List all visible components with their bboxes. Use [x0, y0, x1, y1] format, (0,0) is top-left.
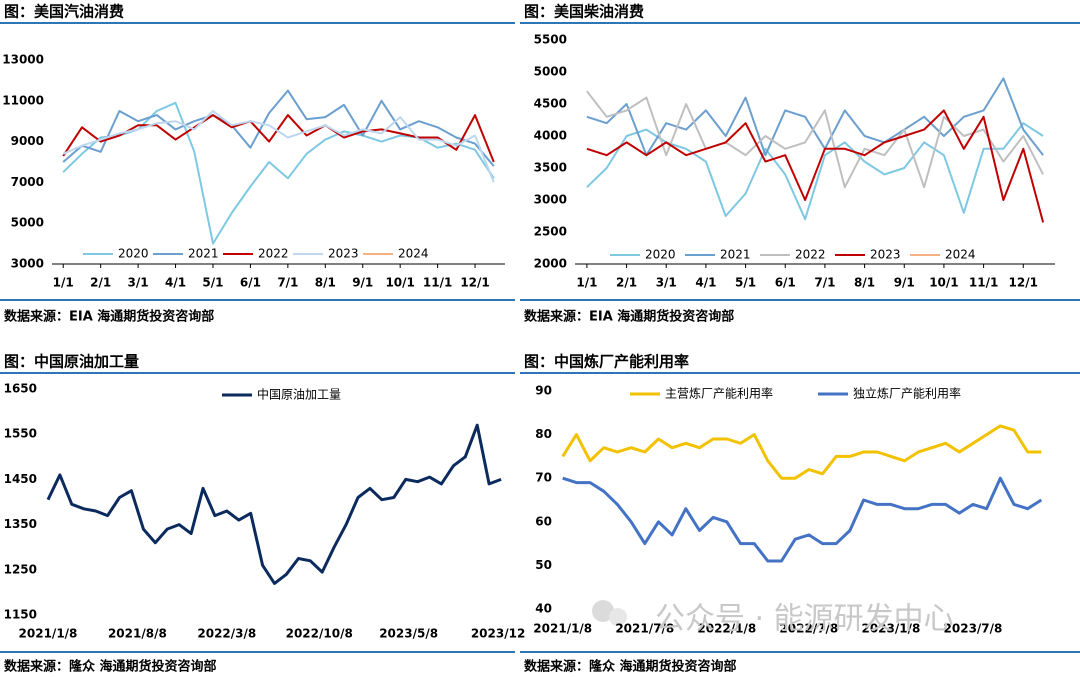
y-tick-label: 70 [535, 471, 552, 485]
x-tick-label: 2022/10/8 [286, 627, 353, 641]
y-tick-label: 11000 [2, 93, 44, 107]
x-tick-label: 2022/3/8 [197, 627, 256, 641]
y-tick-label: 1650 [4, 382, 37, 396]
x-tick-label: 7/1 [814, 276, 835, 290]
y-tick-label: 60 [535, 514, 552, 528]
series-line [62, 89, 495, 167]
series-line [46, 423, 502, 585]
x-tick-label: 2022/7/8 [779, 622, 838, 636]
legend-label: 主营炼厂产能利用率 [665, 386, 773, 401]
x-tick-label: 3/1 [128, 276, 149, 290]
watermark-icon [592, 600, 627, 626]
y-tick-label: 80 [535, 427, 552, 441]
x-tick-label: 2023/1/8 [861, 622, 920, 636]
y-tick-label: 4500 [534, 97, 567, 111]
x-tick-label: 1/1 [576, 276, 597, 290]
x-tick-label: 8/1 [315, 276, 336, 290]
x-tick-label: 2022/1/8 [697, 622, 756, 636]
y-tick-label: 1450 [4, 472, 37, 486]
panel-title: 图：美国汽油消费 [4, 3, 124, 21]
x-tick-label: 6/1 [240, 276, 261, 290]
x-tick-label: 2021/1/8 [533, 622, 592, 636]
x-tick-label: 2023/12 [471, 627, 525, 641]
source-note: 数据来源：隆众 海通期货投资咨询部 [524, 659, 737, 675]
y-tick-label: 13000 [2, 53, 44, 67]
x-tick-label: 2023/5/8 [379, 627, 438, 641]
x-tick-label: 2/1 [616, 276, 637, 290]
x-tick-label: 12/1 [460, 276, 489, 290]
y-tick-label: 1550 [4, 427, 37, 441]
y-tick-label: 50 [535, 558, 552, 572]
x-tick-label: 9/1 [352, 276, 373, 290]
x-tick-label: 2021/7/8 [615, 622, 674, 636]
y-tick-label: 5500 [534, 33, 567, 47]
y-tick-label: 3500 [534, 161, 567, 175]
x-tick-label: 12/1 [1009, 276, 1038, 290]
legend-label: 2022 [795, 248, 826, 262]
x-tick-label: 11/1 [969, 276, 998, 290]
series-line [62, 114, 495, 163]
y-tick-label: 2000 [534, 257, 567, 271]
x-tick-label: 3/1 [656, 276, 677, 290]
y-tick-label: 5000 [534, 65, 567, 79]
y-tick-label: 3000 [11, 257, 44, 271]
x-tick-label: 8/1 [854, 276, 875, 290]
y-tick-label: 90 [535, 384, 552, 398]
x-tick-label: 2023/7/8 [944, 622, 1003, 636]
x-tick-label: 2/1 [90, 276, 111, 290]
x-tick-label: 6/1 [775, 276, 796, 290]
x-tick-label: 1/1 [53, 276, 74, 290]
x-tick-label: 4/1 [695, 276, 716, 290]
series-line [586, 122, 1044, 221]
panel-title: 图：中国原油加工量 [4, 353, 139, 371]
series-line [586, 77, 1044, 157]
legend-label: 2023 [328, 247, 359, 261]
legend-label: 2020 [645, 248, 676, 262]
x-tick-label: 9/1 [894, 276, 915, 290]
x-tick-label: 2021/1/8 [19, 627, 78, 641]
legend-label: 2022 [258, 247, 289, 261]
x-tick-label: 10/1 [929, 276, 958, 290]
legend-label: 中国原油加工量 [257, 387, 341, 402]
panel-title: 图：中国炼厂产能利用率 [524, 353, 689, 371]
legend-label: 2024 [945, 248, 976, 262]
x-tick-label: 2021/8/8 [108, 627, 167, 641]
legend-label: 2024 [398, 247, 429, 261]
watermark: 公众号 · 能源研发中心 [655, 602, 954, 637]
y-tick-label: 1150 [4, 608, 37, 622]
x-tick-label: 10/1 [385, 276, 414, 290]
legend-label: 2020 [118, 247, 149, 261]
panel-title: 图：美国柴油消费 [524, 3, 644, 21]
x-tick-label: 4/1 [165, 276, 186, 290]
y-tick-label: 4000 [534, 129, 567, 143]
x-tick-label: 7/1 [277, 276, 298, 290]
x-tick-label: 11/1 [423, 276, 452, 290]
source-note: 数据来源：EIA 海通期货投资咨询部 [524, 309, 734, 325]
y-tick-label: 7000 [11, 175, 44, 189]
source-note: 数据来源：EIA 海通期货投资咨询部 [4, 309, 214, 325]
series-line [586, 109, 1045, 223]
y-tick-label: 2500 [534, 225, 567, 239]
series-line [62, 110, 495, 183]
y-tick-label: 5000 [11, 216, 44, 230]
y-tick-label: 1350 [4, 517, 37, 531]
series-line [562, 476, 1043, 563]
y-tick-label: 9000 [11, 134, 44, 148]
x-tick-label: 5/1 [735, 276, 756, 290]
legend-label: 独立炼厂产能利用率 [853, 386, 961, 401]
y-tick-label: 40 [535, 602, 552, 616]
series-line [561, 424, 1042, 480]
legend-label: 2021 [720, 248, 751, 262]
y-tick-label: 1250 [4, 562, 37, 576]
x-tick-label: 5/1 [202, 276, 223, 290]
legend-label: 2023 [870, 248, 901, 262]
source-note: 数据来源：隆众 海通期货投资咨询部 [4, 659, 217, 675]
y-tick-label: 3000 [534, 193, 567, 207]
legend-label: 2021 [188, 247, 219, 261]
